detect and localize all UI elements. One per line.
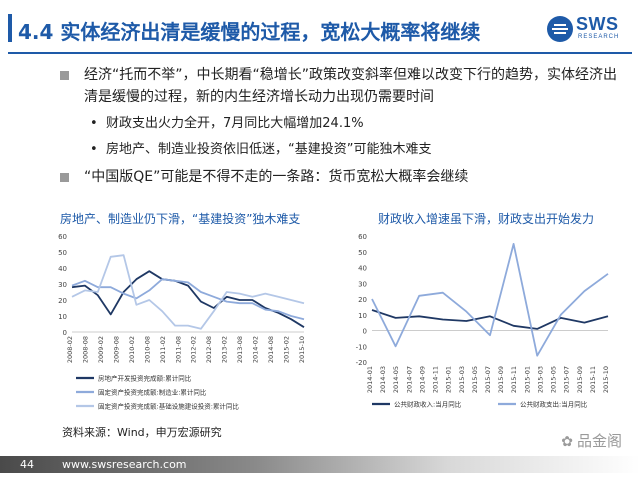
page-number: 44 bbox=[20, 458, 34, 471]
x-tick-label: 2014-09 bbox=[418, 366, 426, 393]
x-tick-label: 2011-02 bbox=[159, 336, 167, 363]
series-line-1 bbox=[371, 242, 609, 357]
y-tick-label: 50 bbox=[358, 249, 367, 257]
x-tick-label: 2009-08 bbox=[112, 336, 120, 363]
legend-label: 固定资产投资完成额:基础设施建设投资:累计同比 bbox=[98, 402, 239, 411]
y-tick-label: 30 bbox=[58, 281, 67, 289]
x-tick-label: 2015-11 bbox=[589, 366, 597, 393]
x-tick-label: 2012-02 bbox=[190, 336, 198, 363]
legend-label: 公共财政支出:当月同比 bbox=[520, 400, 588, 409]
y-tick-label: 20 bbox=[358, 296, 367, 304]
bullet-level1: “中国版QE”可能是不得不走的一条路：货币宽松大概率会继续 bbox=[60, 166, 630, 188]
y-tick-label: 20 bbox=[58, 297, 67, 305]
y-tick-label: 50 bbox=[58, 249, 67, 257]
y-tick-label: 0 bbox=[363, 328, 367, 336]
y-tick-label: 60 bbox=[358, 233, 367, 241]
footer-band bbox=[0, 456, 640, 473]
x-tick-label: 2015-03 bbox=[458, 366, 466, 393]
x-tick-label: 2015-05 bbox=[550, 366, 558, 393]
bullet-text: “中国版QE”可能是不得不走的一条路：货币宽松大概率会继续 bbox=[84, 169, 469, 185]
bullet-text: 房地产、制造业投资依旧低迷，“基建投资”可能独木难支 bbox=[106, 142, 432, 157]
x-tick-label: 2015-01 bbox=[523, 366, 531, 393]
y-tick-label: 10 bbox=[58, 313, 67, 321]
x-tick-label: 2014-02 bbox=[252, 336, 260, 363]
y-tick-label: -10 bbox=[356, 343, 367, 351]
series-line-0 bbox=[71, 270, 305, 328]
x-tick-label: 2012-08 bbox=[205, 336, 213, 363]
y-tick-label: 40 bbox=[58, 265, 67, 273]
legend-label: 房地产开发投资完成额:累计同比 bbox=[98, 374, 192, 383]
chart-right-title: 财政收入增速虽下滑，财政支出开始发力 bbox=[378, 212, 595, 226]
legend-label: 公共财政收入:当月同比 bbox=[394, 400, 462, 409]
bullet-text: 经济“托而不举”，中长期看“稳增长”政策改变斜率但难以改变下行的趋势，实体经济出… bbox=[84, 67, 618, 105]
x-tick-label: 2010-02 bbox=[128, 336, 136, 363]
dot-bullet-icon: • bbox=[90, 142, 98, 157]
x-tick-label: 2015-09 bbox=[576, 366, 584, 393]
watermark-text: 品金阁 bbox=[576, 432, 622, 450]
square-bullet-icon bbox=[60, 173, 69, 182]
title-bar: 4.4 实体经济出清是缓慢的过程，宽松大概率将继续 bbox=[0, 0, 640, 58]
x-tick-label: 2014-07 bbox=[405, 366, 413, 393]
y-tick-label: 30 bbox=[358, 280, 367, 288]
x-tick-label: 2010-08 bbox=[143, 336, 151, 363]
x-tick-label: 2015-09 bbox=[497, 366, 505, 393]
x-tick-label: 2014-11 bbox=[432, 366, 440, 393]
logo-subtext: RESEARCH bbox=[578, 34, 620, 40]
y-tick-label: 10 bbox=[358, 312, 367, 320]
x-tick-label: 2008-08 bbox=[81, 336, 89, 363]
y-tick-label: -20 bbox=[356, 359, 367, 367]
bullet-level1: 经济“托而不举”，中长期看“稳增长”政策改变斜率但难以改变下行的趋势，实体经济出… bbox=[60, 64, 630, 108]
series-line-1 bbox=[71, 278, 305, 321]
chart-right: -20 -10 0 10 20 30 40 50 60 2014-01 2014-03 2014-05… bbox=[356, 233, 610, 409]
x-tick-label: 2014-08 bbox=[267, 336, 275, 363]
x-tick-label: 2013-02 bbox=[221, 336, 229, 363]
y-tick-label: 60 bbox=[58, 233, 67, 241]
x-tick-label: 2009-02 bbox=[97, 336, 105, 363]
x-tick-label: 2015-02 bbox=[283, 336, 291, 363]
bullet-level2: • 财政支出火力全开，7月同比大幅增加24.1% bbox=[60, 114, 630, 134]
y-tick-label: 0 bbox=[63, 329, 67, 337]
title-divider bbox=[8, 52, 632, 54]
x-tick-label: 2015-11 bbox=[510, 366, 518, 393]
x-tick-label: 2015-07 bbox=[484, 366, 492, 393]
footer: 44 www.swsresearch.com bbox=[0, 452, 640, 477]
footer-url: www.swsresearch.com bbox=[62, 458, 187, 471]
bullet-text: 财政支出火力全开，7月同比大幅增加24.1% bbox=[106, 116, 364, 131]
x-tick-label: 2015-05 bbox=[471, 366, 479, 393]
sws-logo: SWS RESEARCH bbox=[546, 12, 626, 46]
wechat-icon: ✿ bbox=[561, 434, 573, 450]
x-tick-label: 2008-02 bbox=[66, 336, 74, 363]
watermark: ✿ 品金阁 bbox=[561, 430, 622, 451]
x-tick-label: 2011-08 bbox=[174, 336, 182, 363]
x-tick-label: 2015-07 bbox=[563, 366, 571, 393]
x-tick-label: 2015-01 bbox=[445, 366, 453, 393]
logo-icon bbox=[547, 16, 573, 42]
x-tick-label: 2013-08 bbox=[236, 336, 244, 363]
x-tick-label: 2015-10 bbox=[298, 336, 306, 363]
legend-label: 固定资产投资完成额:制造业:累计同比 bbox=[98, 388, 207, 397]
x-tick-label: 2014-03 bbox=[379, 366, 387, 393]
square-bullet-icon bbox=[60, 71, 69, 80]
series-line-2 bbox=[71, 254, 305, 330]
title-accent bbox=[8, 14, 12, 42]
source-note: 资料来源：Wind，申万宏源研究 bbox=[62, 426, 222, 439]
x-tick-label: 2014-05 bbox=[392, 366, 400, 393]
logo-text: SWS bbox=[576, 14, 619, 34]
x-tick-label: 2015-10 bbox=[602, 366, 610, 393]
x-tick-label: 2015-03 bbox=[536, 366, 544, 393]
dot-bullet-icon: • bbox=[90, 116, 98, 131]
chart-left-title: 房地产、制造业仍下滑，“基建投资”独木难支 bbox=[60, 212, 301, 226]
chart-left: 0 10 20 30 40 50 60 2008-02 2008-08 2009-02 2009-0… bbox=[58, 233, 306, 411]
bullet-list: 经济“托而不举”，中长期看“稳增长”政策改变斜率但难以改变下行的趋势，实体经济出… bbox=[60, 64, 630, 188]
bullet-level2: • 房地产、制造业投资依旧低迷，“基建投资”可能独木难支 bbox=[60, 140, 630, 160]
x-tick-label: 2014-01 bbox=[366, 366, 374, 393]
page-title: 4.4 实体经济出清是缓慢的过程，宽松大概率将继续 bbox=[18, 20, 481, 44]
y-tick-label: 40 bbox=[358, 265, 367, 273]
series-line-0 bbox=[371, 309, 609, 330]
